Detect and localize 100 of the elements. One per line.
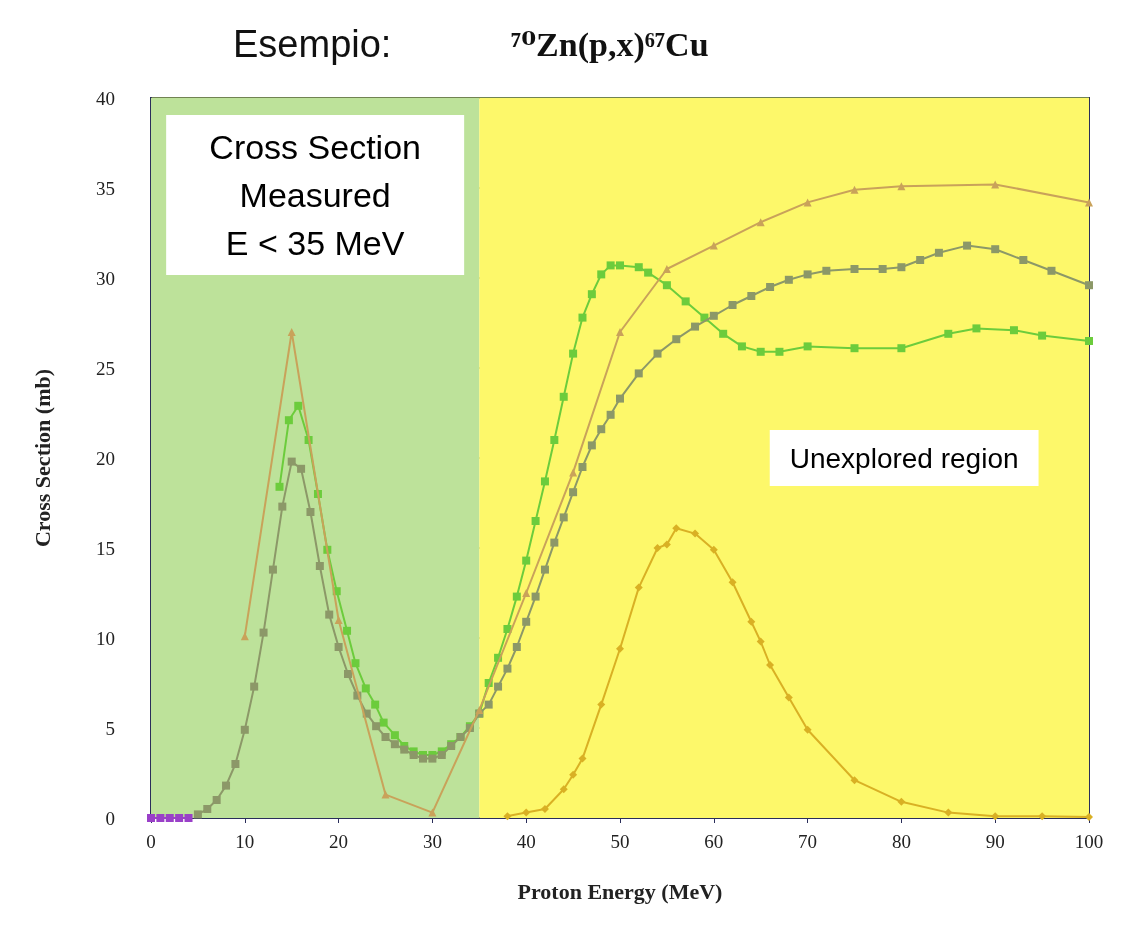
point <box>522 556 531 565</box>
point <box>662 281 671 290</box>
x-tick-label: 40 <box>516 831 536 852</box>
point <box>428 808 437 817</box>
point <box>175 814 184 822</box>
point <box>897 182 906 191</box>
point <box>662 265 671 273</box>
point <box>850 344 859 353</box>
point <box>1085 198 1093 207</box>
point <box>897 797 906 806</box>
point <box>578 313 587 322</box>
point <box>944 329 953 338</box>
point <box>379 718 388 727</box>
point <box>766 661 775 669</box>
point <box>275 482 284 491</box>
y-tick-label: 30 <box>96 267 115 289</box>
point <box>691 529 700 538</box>
point <box>475 706 484 714</box>
point <box>287 328 296 336</box>
point <box>719 329 728 338</box>
point <box>284 416 293 425</box>
y-tick-label: 20 <box>96 447 115 469</box>
point <box>569 349 578 358</box>
x-tick-label: 10 <box>235 831 255 852</box>
point <box>803 342 812 351</box>
point <box>737 342 746 351</box>
point <box>550 436 559 444</box>
x-tick-label: 100 <box>1074 831 1104 852</box>
point <box>756 637 765 646</box>
chart-subtitle: ⁷⁰Zn(p,x)⁶⁷Cu <box>511 25 709 64</box>
point <box>672 524 681 533</box>
point <box>522 808 531 817</box>
point <box>381 790 390 799</box>
point <box>644 268 653 277</box>
point <box>343 626 352 635</box>
point <box>616 261 624 270</box>
point <box>616 644 624 653</box>
point <box>597 700 606 709</box>
band-label: Cross Section Measured E < 35 MeV <box>209 128 421 262</box>
point <box>775 347 784 356</box>
x-tick-label: 90 <box>985 831 1005 852</box>
point <box>850 776 859 785</box>
y-tick-label: 40 <box>96 87 115 109</box>
point <box>371 700 380 709</box>
x-tick-label: 0 <box>146 831 156 852</box>
point <box>184 814 193 822</box>
point <box>803 725 812 734</box>
point <box>634 583 643 592</box>
point <box>512 592 521 601</box>
point <box>569 770 578 779</box>
point <box>390 731 399 740</box>
x-tick-label: 50 <box>610 831 630 852</box>
point <box>616 328 624 336</box>
point <box>522 589 531 597</box>
y-tick-label: 35 <box>96 177 115 199</box>
point <box>709 241 718 250</box>
y-tick-label: 10 <box>96 627 115 649</box>
x-tick-label: 20 <box>329 831 349 852</box>
point <box>587 290 596 299</box>
point <box>850 185 859 194</box>
point <box>294 401 303 410</box>
point <box>747 617 756 626</box>
point <box>540 477 549 486</box>
point <box>972 324 981 333</box>
point <box>559 785 568 794</box>
band-label: Unexplored region <box>789 442 1019 474</box>
point <box>653 544 662 552</box>
point <box>709 545 718 554</box>
point <box>728 578 737 587</box>
point <box>662 540 671 549</box>
point <box>578 754 587 763</box>
point <box>156 814 165 822</box>
point <box>1038 331 1047 340</box>
x-tick-label: 70 <box>798 831 818 852</box>
point <box>634 263 643 272</box>
point <box>540 805 549 813</box>
point <box>503 625 512 633</box>
y-axis-title: Cross Section (mb) <box>29 368 55 548</box>
point <box>1038 812 1047 821</box>
point <box>503 812 512 821</box>
point <box>756 347 765 356</box>
chart-title: Esempio: <box>233 23 392 65</box>
point <box>1085 337 1093 345</box>
x-tick-label: 30 <box>422 831 442 852</box>
x-axis-title: Proton Energy (MeV) <box>517 878 723 904</box>
point <box>334 616 343 624</box>
point <box>147 814 155 822</box>
point <box>531 517 540 525</box>
point <box>991 812 1000 821</box>
point <box>361 684 370 693</box>
point <box>351 659 360 668</box>
point <box>1009 326 1018 335</box>
point <box>165 814 174 822</box>
x-tick-label: 60 <box>704 831 724 852</box>
point <box>681 297 690 306</box>
point <box>606 261 615 270</box>
x-tick-label: 80 <box>891 831 911 852</box>
y-tick-label: 5 <box>105 717 115 739</box>
y-tick-label: 15 <box>96 537 115 559</box>
point <box>784 693 793 702</box>
